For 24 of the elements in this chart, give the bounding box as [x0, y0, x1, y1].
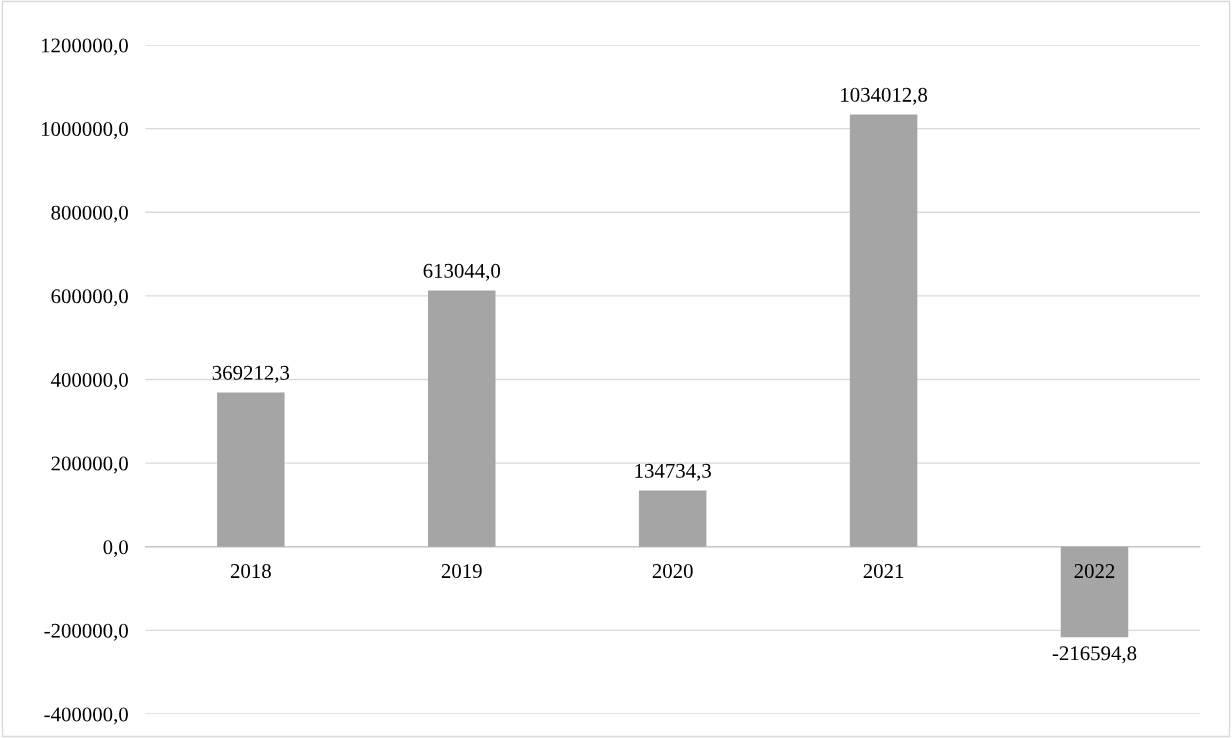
- x-tick-label: 2018: [230, 564, 271, 579]
- y-tick-label: 800000,0: [51, 205, 128, 223]
- x-tick-label: 2022: [1074, 564, 1115, 579]
- bar: [1060, 546, 1129, 638]
- bar: [428, 290, 496, 547]
- bar: [638, 490, 707, 547]
- y-tick-label: -200000,0: [44, 623, 128, 641]
- bar: [217, 392, 285, 547]
- y-tick-label: 1000000,0: [42, 122, 128, 140]
- y-tick-label: -400000,0: [44, 707, 128, 725]
- data-label: 134734,3: [635, 463, 711, 481]
- y-tick-label: 1200000,0: [42, 38, 128, 56]
- bar: [849, 114, 918, 547]
- y-tick-label: 600000,0: [51, 289, 128, 307]
- y-tick-label: 0,0: [103, 540, 128, 558]
- x-tick-label: 2019: [441, 564, 482, 579]
- data-label: 613044,0: [423, 263, 501, 281]
- x-tick-label: 2020: [652, 564, 693, 579]
- data-label: 369212,3: [212, 365, 290, 383]
- y-tick-label: 200000,0: [51, 456, 128, 474]
- data-label: -216594,8: [1052, 646, 1137, 664]
- x-tick-label: 2021: [863, 564, 904, 579]
- data-label: 1034012,8: [841, 87, 928, 105]
- y-tick-label: 400000,0: [50, 372, 128, 390]
